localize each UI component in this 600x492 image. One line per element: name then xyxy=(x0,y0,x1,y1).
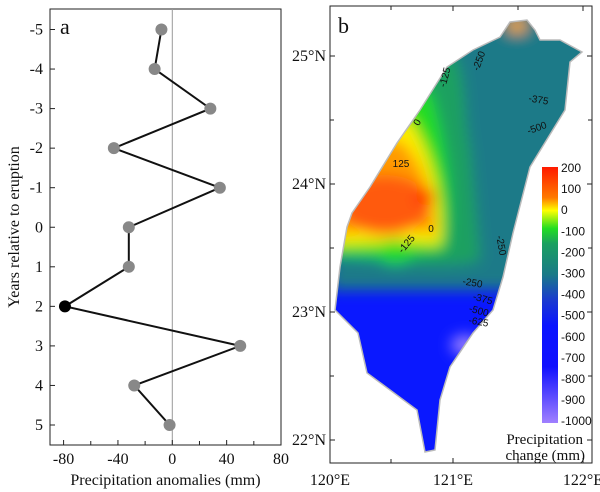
data-point xyxy=(213,181,226,194)
colorbar-title: Precipitation xyxy=(506,432,583,448)
lat-label: 25°N xyxy=(292,48,326,65)
panel-a: -80 -40 0 40 80 -5 -4 -3 -2 -1 0 1 2 3 4 5 Precipitation… xyxy=(6,8,289,489)
colorbar-tick-label: 100 xyxy=(561,182,581,196)
lat-label: 22°N xyxy=(292,432,326,449)
contour-label: -250 xyxy=(462,276,484,290)
contour-label: -375 xyxy=(472,292,495,308)
lat-label: 23°N xyxy=(292,304,326,321)
y-tick-label: 5 xyxy=(35,417,43,434)
data-point xyxy=(234,339,247,352)
lon-label: 121°E xyxy=(433,472,473,489)
lon-label: 120°E xyxy=(310,472,350,489)
colorbar xyxy=(542,167,558,423)
data-point xyxy=(204,102,217,115)
y-tick-label: 0 xyxy=(35,219,43,236)
plot-frame xyxy=(49,8,282,446)
x-tick-label: 40 xyxy=(219,451,235,468)
colorbar-tick-label: -600 xyxy=(561,330,585,344)
y-tick-label: -1 xyxy=(30,180,43,197)
contour-label: -250 xyxy=(493,235,507,257)
colorbar-tick-label: -400 xyxy=(561,288,585,302)
x-tick-label: 80 xyxy=(273,451,289,468)
contour-label: -125 xyxy=(438,66,454,89)
data-point xyxy=(155,23,168,36)
data-point xyxy=(163,419,176,431)
contour-label: 0 xyxy=(428,224,434,235)
y-tick-label: 3 xyxy=(35,338,43,355)
lon-label: 122°E xyxy=(563,472,600,489)
map-frame xyxy=(329,5,593,464)
y-axis-label: Years relative to eruption xyxy=(6,146,23,307)
colorbar-tick-label: 0 xyxy=(561,203,568,217)
lat-label: 24°N xyxy=(292,176,326,193)
anomaly-line xyxy=(62,29,244,426)
colorbar-title: change (mm) xyxy=(505,448,585,464)
data-point xyxy=(148,63,161,76)
colorbar-tick-label: -300 xyxy=(561,267,585,281)
contour-label: -625 xyxy=(468,315,490,329)
y-tick-label: -2 xyxy=(30,140,43,157)
y-tick-label: 1 xyxy=(35,259,43,276)
data-point xyxy=(58,300,71,313)
colorbar-tick-label: -800 xyxy=(561,372,585,386)
contour-label: -500 xyxy=(468,304,491,320)
colorbar-tick-label: -500 xyxy=(561,309,585,323)
x-tick-label: 0 xyxy=(168,451,176,468)
panel-label-a: a xyxy=(60,14,70,39)
colorbar-tick-label: -200 xyxy=(561,245,585,259)
colorbar-tick-label: -700 xyxy=(561,351,585,365)
contour-label: -375 xyxy=(528,93,550,107)
y-tick-label: -4 xyxy=(30,61,43,78)
colorbar-tick-label: -100 xyxy=(561,224,585,238)
panel-b: 120°E 121°E 122°E 25°N 24°N 23°N 22°N b -250 -125… xyxy=(292,5,600,489)
contour-label: 125 xyxy=(393,159,410,170)
data-point xyxy=(122,221,135,234)
data-point xyxy=(107,142,120,155)
colorbar-tick-label: 200 xyxy=(561,161,581,175)
y-tick-label: -3 xyxy=(30,101,43,118)
data-point xyxy=(128,379,141,392)
y-tick-label: 2 xyxy=(35,298,43,315)
y-tick-label: 4 xyxy=(35,377,43,394)
y-tick-label: -5 xyxy=(30,22,43,39)
x-tick-label: -40 xyxy=(107,451,128,468)
data-point xyxy=(122,260,135,273)
x-tick-label: -80 xyxy=(53,451,74,468)
x-axis-label: Precipitation anomalies (mm) xyxy=(70,472,260,489)
contour-label: 0 xyxy=(412,117,425,128)
colorbar-tick-label: -1000 xyxy=(561,414,592,428)
colorbar-tick-label: -900 xyxy=(561,393,585,407)
panel-label-b: b xyxy=(338,13,349,38)
